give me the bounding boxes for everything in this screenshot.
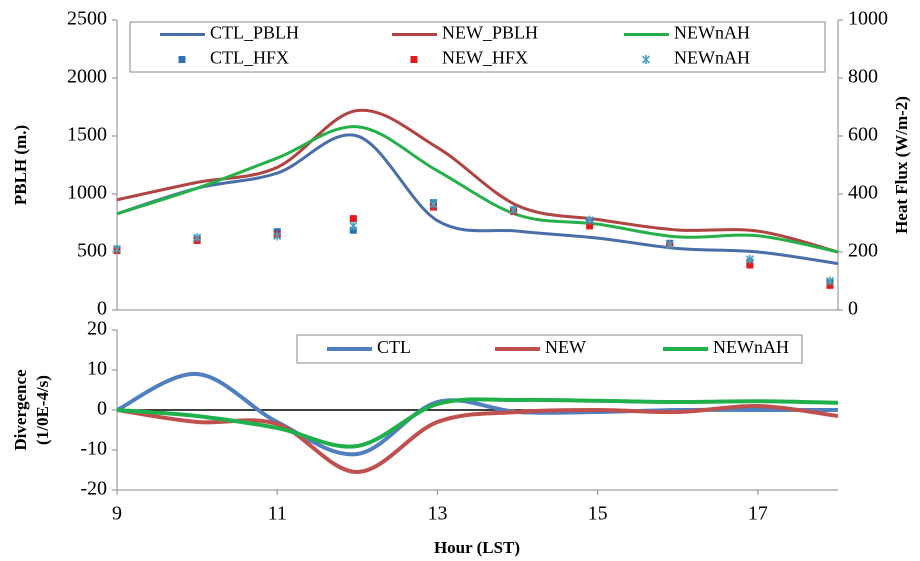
legend-box xyxy=(296,334,803,364)
scatter-point xyxy=(273,231,282,241)
y-axis-label: (1/0E-4/s) xyxy=(33,375,52,445)
scatter-point xyxy=(349,215,357,223)
legend-label: NEW xyxy=(545,337,586,357)
scatter-point xyxy=(825,276,835,286)
scatter-point xyxy=(429,199,438,209)
y2-axis-label: Heat Flux (W/m-2) xyxy=(892,96,911,234)
y-tick-label: 20 xyxy=(87,318,107,340)
y-axis-label: Divergence xyxy=(11,369,30,451)
y-tick-label: -10 xyxy=(80,438,107,460)
x-tick-label: 13 xyxy=(427,503,447,525)
legend-box xyxy=(129,21,826,73)
y-tick-label: 1000 xyxy=(67,182,107,204)
y2-tick-label: 200 xyxy=(848,240,878,262)
y2-tick-label: 400 xyxy=(848,182,878,204)
scatter-point xyxy=(193,233,202,242)
scatter-point xyxy=(665,240,674,250)
legend-label: NEWnAH xyxy=(674,48,750,68)
x-tick-label: 15 xyxy=(588,503,608,525)
y-axis-label: PBLH (m.) xyxy=(11,125,30,205)
line-series xyxy=(116,125,839,254)
line-series xyxy=(116,403,839,475)
x-tick-label: 9 xyxy=(112,503,122,525)
y-tick-label: 0 xyxy=(97,398,107,420)
legend-label: NEWnAH xyxy=(674,23,750,43)
y-tick-label: 0 xyxy=(97,298,107,320)
scatter-point xyxy=(509,205,518,215)
y-tick-label: -20 xyxy=(80,478,107,500)
scatter-point xyxy=(585,215,594,225)
y2-tick-label: 1000 xyxy=(848,8,888,30)
line-series xyxy=(116,108,839,254)
y2-tick-label: 0 xyxy=(848,298,858,320)
legend-label: CTL_PBLH xyxy=(210,23,299,43)
y2-tick-label: 800 xyxy=(848,66,878,88)
line-series xyxy=(116,133,839,266)
legend-label: CTL_HFX xyxy=(210,48,289,68)
x-tick-label: 17 xyxy=(748,503,768,525)
legend-label: CTL xyxy=(377,337,411,357)
x-axis-label: Hour (LST) xyxy=(434,538,520,557)
x-tick-label: 11 xyxy=(268,503,287,525)
legend-marker xyxy=(641,55,651,64)
y-tick-label: 2000 xyxy=(67,66,107,88)
scatter-point xyxy=(746,261,754,269)
line-series xyxy=(116,397,839,449)
legend-marker xyxy=(410,56,418,63)
scatter-point xyxy=(349,221,358,231)
scatter-point xyxy=(112,244,122,254)
y-tick-label: 10 xyxy=(87,358,107,380)
y-tick-label: 2500 xyxy=(67,8,107,30)
y2-tick-label: 600 xyxy=(848,124,878,146)
y-tick-label: 1500 xyxy=(67,124,107,146)
y-tick-label: 500 xyxy=(77,240,107,262)
legend-marker xyxy=(178,56,186,63)
legend-label: NEWnAH xyxy=(713,337,789,357)
scatter-point xyxy=(745,254,754,264)
scatter-point xyxy=(586,222,594,230)
legend-label: NEW_PBLH xyxy=(442,23,538,43)
legend-label: NEW_HFX xyxy=(442,48,528,68)
